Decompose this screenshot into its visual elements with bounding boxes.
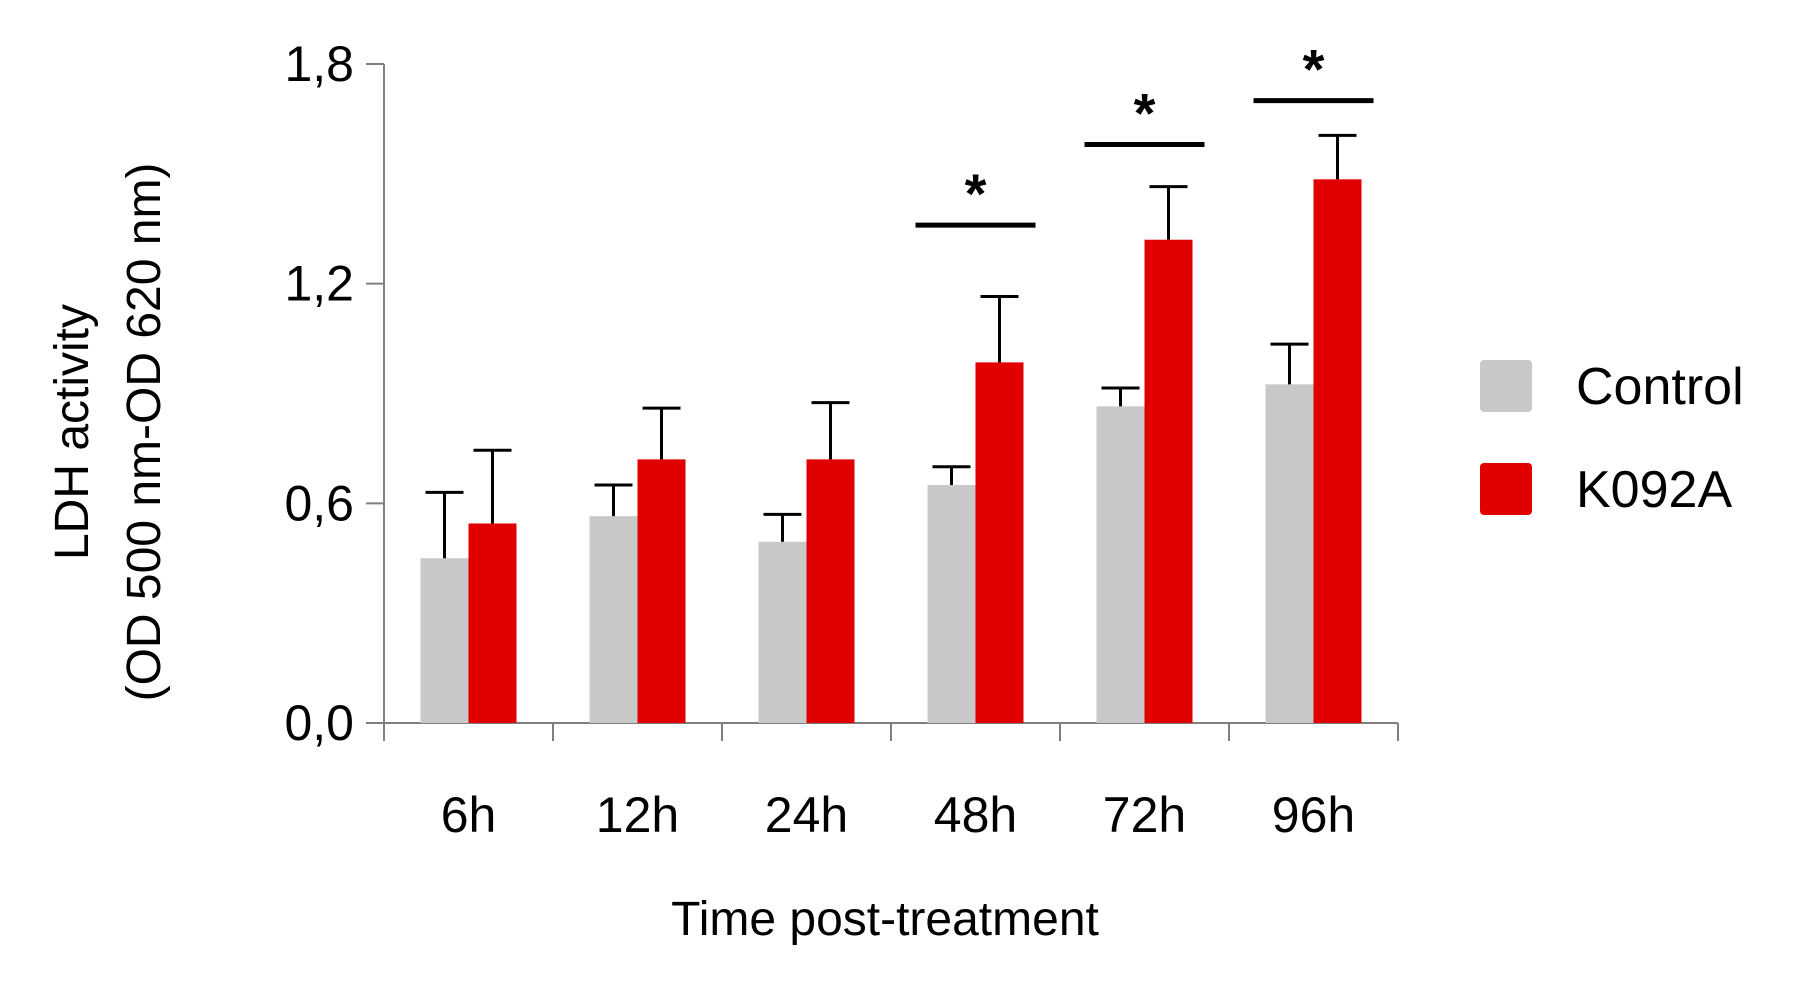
bar-control-96h [1265,384,1314,723]
bar-control-12h [589,516,638,723]
y-tick-label: 0,6 [284,475,354,531]
x-tick-label: 72h [1103,787,1186,843]
significance-star-72h: * [1134,82,1156,145]
bar-control-48h [927,485,976,723]
x-axis-title: Time post-treatment [671,893,1099,946]
labels-layer: Time post-treatment LDH activity (OD 500… [46,163,1099,946]
y-axis-title-line2: (OD 500 nm-OD 620 nm) [118,163,171,702]
bar-control-6h [420,558,469,723]
legend-label-control: Control [1576,358,1744,416]
y-tick-label: 1,8 [284,36,354,92]
legend: Control K092A [1480,358,1744,519]
bar-k092a-6h [468,523,517,723]
y-tick-label: 1,2 [284,256,354,312]
y-axis-title-line1: LDH activity [46,304,99,560]
bar-control-72h [1096,406,1145,723]
bar-k092a-72h [1144,239,1193,723]
x-tick-label: 96h [1272,787,1355,843]
x-tick-label: 6h [441,787,497,843]
bars-layer [420,179,1362,723]
significance-star-48h: * [965,162,987,225]
y-tick-label: 0,0 [284,695,354,751]
x-tick-label: 12h [596,787,679,843]
bar-k092a-24h [806,459,855,723]
bar-k092a-96h [1313,179,1362,723]
axes-layer: 0,0 0,6 1,2 1,8 6h 12h 24h 48h 72h 96h [284,36,1399,843]
legend-swatch-control [1480,360,1532,412]
significance-star-96h: * [1303,38,1325,101]
x-tick-label: 48h [934,787,1017,843]
legend-swatch-k092a [1480,463,1532,515]
bar-k092a-48h [975,362,1024,723]
error-bars-layer [425,133,1357,559]
bar-k092a-12h [637,459,686,723]
bar-control-24h [758,541,807,723]
x-tick-label: 24h [765,787,848,843]
legend-label-k092a: K092A [1576,461,1732,519]
significance-layer: * * * [915,38,1374,228]
